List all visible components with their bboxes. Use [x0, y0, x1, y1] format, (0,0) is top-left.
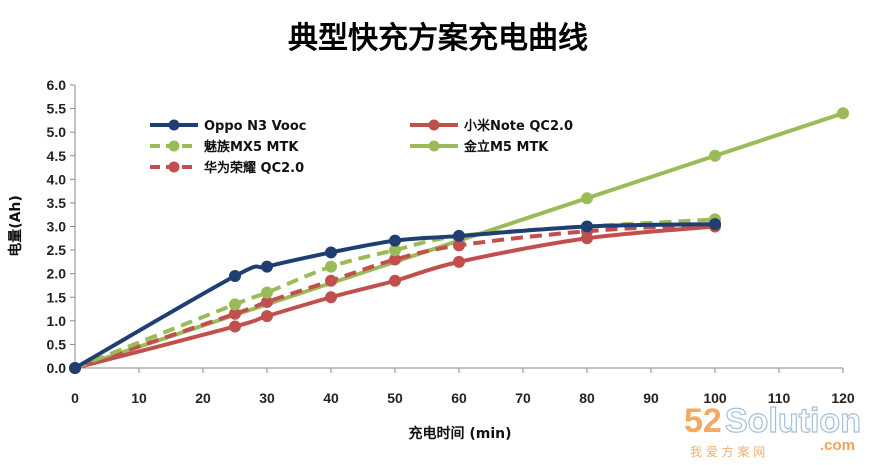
data-point	[325, 246, 337, 259]
x-tick-label: 40	[323, 390, 339, 406]
data-point	[453, 229, 465, 242]
y-tick-label: 1.0	[47, 313, 67, 329]
legend-label: Oppo N3 Vooc	[204, 119, 307, 134]
data-point	[837, 107, 849, 120]
data-point	[261, 286, 273, 299]
data-point	[453, 255, 465, 268]
x-tick-label: 10	[131, 390, 147, 406]
legend: Oppo N3 Vooc 魅族MX5 MTK 华为荣耀 QC2.0 小米Note QC…	[150, 118, 573, 176]
y-tick-label: 2.0	[47, 266, 67, 282]
data-point	[581, 192, 593, 205]
watermark-logo: 52 Solution .com 我 爱 方 案 网	[684, 401, 862, 459]
data-point	[581, 220, 593, 233]
y-tick-label: 4.0	[47, 171, 67, 187]
watermark-subtitle: 我 爱 方 案 网	[690, 444, 765, 459]
y-tick-label: 2.5	[47, 242, 67, 258]
data-point	[69, 362, 81, 374]
legend-label: 华为荣耀 QC2.0	[204, 160, 304, 176]
y-tick-label: 1.5	[47, 289, 67, 305]
series-0	[69, 218, 721, 374]
data-point	[709, 149, 721, 162]
y-tick-label: 0.5	[47, 336, 67, 352]
legend-item: Oppo N3 Vooc	[150, 119, 307, 134]
x-tick-label: 80	[579, 390, 595, 406]
y-tick-label: 3.0	[47, 219, 67, 235]
x-tick-label: 70	[515, 390, 531, 406]
data-point	[229, 298, 241, 311]
legend-label: 魅族MX5 MTK	[204, 139, 299, 155]
x-tick-label: 30	[259, 390, 275, 406]
data-point	[325, 291, 337, 304]
data-point	[325, 274, 337, 287]
data-point	[389, 234, 401, 247]
data-point	[389, 274, 401, 287]
legend-label: 金立M5 MTK	[463, 139, 549, 155]
legend-swatch-marker	[428, 119, 440, 131]
legend-item: 魅族MX5 MTK	[150, 139, 299, 155]
x-axis-label: 充电时间 (min)	[408, 425, 511, 442]
y-tick-label: 4.5	[47, 148, 67, 164]
legend-swatch-marker	[168, 119, 180, 131]
plot-area: 0.0 0.5 1.0 1.5 2.0 2.5 3.0 3.5 4.0 4.5 5.0 5.5 6.0 0…	[47, 77, 855, 406]
y-tick-label: 5.5	[47, 101, 67, 117]
watermark-brand-word: Solution	[725, 402, 861, 440]
watermark-domain: .com	[820, 437, 855, 454]
legend-label: 小米Note QC2.0	[464, 118, 573, 134]
data-point	[261, 310, 273, 323]
x-tick-label: 20	[195, 390, 211, 406]
x-tick-label: 90	[643, 390, 659, 406]
legend-swatch-marker	[428, 140, 440, 152]
x-tick-label: 110	[768, 390, 791, 406]
data-point	[325, 260, 337, 273]
x-tick-label: 0	[71, 390, 79, 406]
y-tick-label: 0.0	[47, 360, 67, 376]
data-point	[261, 260, 273, 273]
legend-item: 华为荣耀 QC2.0	[150, 160, 304, 176]
x-tick-label: 100	[703, 390, 727, 406]
legend-swatch-marker	[168, 140, 180, 152]
chart-title: 典型快充方案充电曲线	[288, 21, 588, 56]
data-point	[709, 218, 721, 231]
x-tick-label: 50	[387, 390, 403, 406]
data-point	[229, 270, 241, 283]
watermark-brand-digits: 52	[684, 402, 722, 440]
legend-swatch-marker	[168, 161, 180, 173]
data-point	[229, 320, 241, 333]
x-tick-label: 60	[451, 390, 467, 406]
x-tick-label: 120	[831, 390, 855, 406]
y-tick-label: 5.0	[47, 124, 67, 140]
y-tick-label: 6.0	[47, 77, 67, 93]
y-tick-label: 3.5	[47, 195, 67, 211]
y-axis-label: 电量(Ah)	[7, 195, 24, 257]
legend-item: 金立M5 MTK	[410, 139, 549, 155]
legend-item: 小米Note QC2.0	[410, 118, 573, 134]
